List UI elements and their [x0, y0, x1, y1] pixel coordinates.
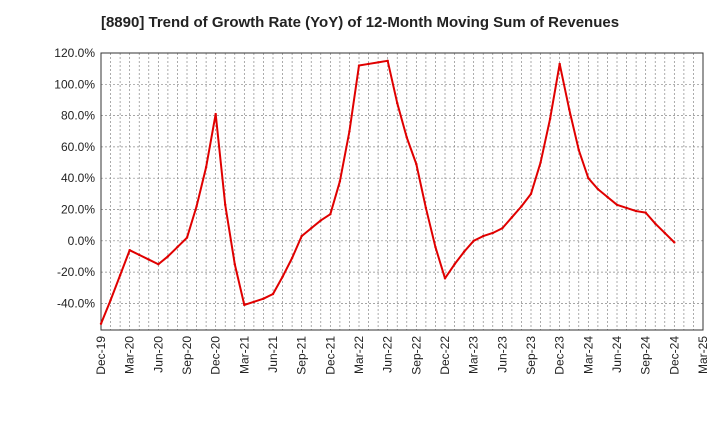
- x-tick-label: Mar-20: [123, 336, 137, 374]
- data-point: [138, 253, 141, 257]
- data-point: [252, 300, 256, 304]
- data-point: [319, 219, 322, 222]
- x-tick-label: Jun-23: [495, 336, 509, 373]
- x-tick-label: Dec-20: [209, 336, 223, 375]
- data-point: [568, 108, 571, 111]
- x-tick-label: Dec-22: [438, 336, 452, 375]
- data-point: [271, 292, 275, 296]
- data-point: [434, 245, 437, 249]
- data-point: [99, 322, 103, 325]
- data-point: [157, 263, 160, 266]
- data-point: [415, 162, 418, 166]
- x-tick-label: Dec-24: [667, 336, 681, 375]
- data-point: [147, 258, 150, 261]
- y-tick-label: 120.0%: [54, 46, 95, 60]
- x-tick-label: Mar-24: [581, 336, 595, 374]
- data-point: [214, 112, 217, 116]
- y-tick-label: 20.0%: [61, 202, 95, 216]
- data-point: [596, 187, 600, 191]
- x-tick-label: Mar-21: [237, 336, 251, 374]
- y-tick-label: -40.0%: [57, 296, 95, 310]
- data-point: [310, 227, 313, 230]
- x-tick-label: Mar-22: [352, 336, 366, 374]
- data-point: [357, 64, 361, 67]
- data-point: [510, 216, 514, 219]
- data-point: [300, 234, 303, 238]
- data-point: [195, 205, 198, 208]
- data-point: [472, 239, 475, 242]
- data-point: [462, 250, 466, 253]
- x-tick-label: Jun-21: [266, 336, 280, 373]
- x-tick-label: Sep-20: [180, 336, 194, 375]
- x-tick-label: Dec-19: [94, 336, 108, 375]
- x-tick-label: Jun-24: [610, 336, 624, 373]
- x-tick-label: Mar-23: [467, 336, 481, 374]
- data-point: [529, 192, 533, 196]
- data-point: [520, 205, 523, 208]
- data-point: [405, 136, 408, 139]
- plot-area-border: [100, 52, 704, 331]
- data-point: [577, 148, 580, 152]
- x-tick-label: Jun-20: [151, 336, 165, 373]
- data-point: [109, 299, 112, 302]
- data-point: [367, 62, 370, 66]
- x-tick-label: Sep-22: [409, 336, 423, 375]
- data-point: [396, 101, 399, 105]
- data-point: [290, 256, 294, 260]
- x-tick-label: Mar-25: [696, 336, 710, 374]
- data-point: [443, 277, 447, 280]
- data-point: [281, 275, 284, 278]
- data-point: [587, 176, 590, 180]
- y-tick-label: 80.0%: [61, 109, 95, 123]
- data-point: [348, 130, 351, 133]
- x-tick-label: Sep-21: [295, 336, 309, 375]
- chart-title: [8890] Trend of Growth Rate (YoY) of 12-…: [100, 14, 620, 31]
- data-point: [224, 203, 227, 207]
- data-point: [654, 222, 657, 225]
- data-point: [644, 211, 647, 214]
- data-point: [262, 297, 265, 300]
- data-point: [501, 227, 504, 230]
- x-tick-label: Jun-22: [381, 336, 395, 373]
- data-point: [625, 206, 628, 210]
- y-tick-label: 100.0%: [54, 77, 95, 91]
- growth-rate-line: [100, 59, 676, 325]
- data-point: [548, 117, 552, 120]
- data-point: [482, 234, 485, 238]
- x-tick-label: Sep-23: [524, 336, 538, 375]
- data-point: [185, 236, 189, 239]
- data-point: [233, 263, 236, 266]
- data-point: [539, 161, 542, 164]
- data-point: [386, 59, 389, 63]
- data-point: [558, 62, 561, 66]
- data-point: [204, 166, 208, 169]
- data-point: [128, 248, 131, 252]
- x-tick-label: Dec-21: [323, 336, 337, 375]
- data-point: [376, 61, 380, 64]
- y-tick-label: 40.0%: [61, 171, 95, 185]
- data-point: [338, 180, 342, 183]
- x-tick-label: Dec-23: [553, 336, 567, 375]
- data-point: [663, 231, 666, 235]
- data-point: [453, 263, 456, 266]
- data-point: [634, 209, 638, 213]
- y-tick-label: -20.0%: [57, 265, 95, 279]
- y-tick-label: 60.0%: [61, 140, 95, 154]
- data-point: [329, 212, 332, 216]
- data-point: [243, 303, 246, 307]
- x-tick-label: Sep-24: [639, 336, 653, 375]
- data-point: [166, 255, 170, 258]
- data-point: [176, 245, 179, 249]
- data-point: [615, 203, 619, 207]
- y-tick-label: 0.0%: [68, 234, 96, 248]
- data-point: [424, 206, 428, 210]
- data-point: [491, 231, 494, 235]
- data-point: [606, 195, 609, 199]
- data-point: [673, 241, 676, 244]
- data-point: [118, 274, 122, 277]
